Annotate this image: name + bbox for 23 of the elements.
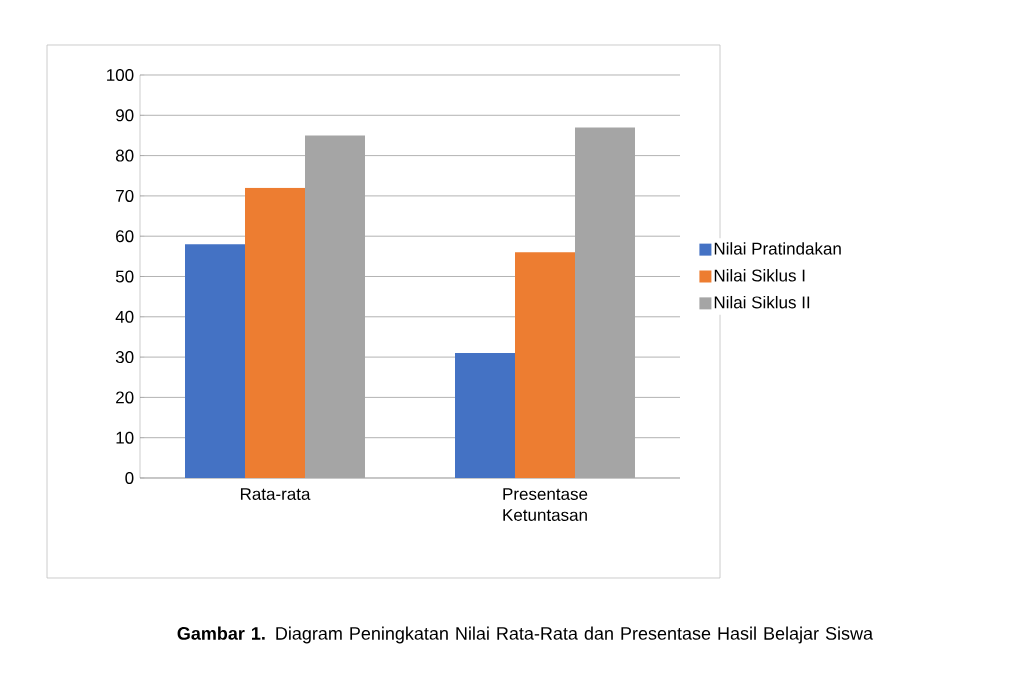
bar xyxy=(245,187,305,478)
y-tick-label: 90 xyxy=(116,109,134,122)
bar xyxy=(575,127,636,478)
legend-label: Nilai Siklus II xyxy=(714,295,810,309)
y-tick-label: 60 xyxy=(116,230,134,243)
bar xyxy=(185,244,245,478)
y-tick-label: 30 xyxy=(115,351,134,364)
y-tick-label: 80 xyxy=(115,149,134,162)
y-tick-label: 40 xyxy=(115,310,134,323)
y-tick-label: 70 xyxy=(116,189,134,202)
legend-label: Nilai Pratindakan xyxy=(714,242,841,255)
x-tick-label: Presentase Ketuntasan xyxy=(503,488,588,521)
bar xyxy=(515,252,575,478)
bar xyxy=(455,353,516,478)
y-tick-label: 50 xyxy=(115,270,134,283)
legend-label: Nilai Siklus I xyxy=(714,269,805,282)
y-tick-label: 0 xyxy=(125,471,134,485)
x-tick-label: Rata-rata xyxy=(240,488,311,500)
y-tick-label: 10 xyxy=(116,431,134,444)
y-tick-label: 20 xyxy=(116,391,134,404)
y-tick-label: 100 xyxy=(107,68,134,82)
bar xyxy=(305,135,366,478)
text: Gambar 1. Diagram Peningkatan Nilai Rata-Rata dan Presentase Hasil Belajar Siswa xyxy=(177,626,874,644)
